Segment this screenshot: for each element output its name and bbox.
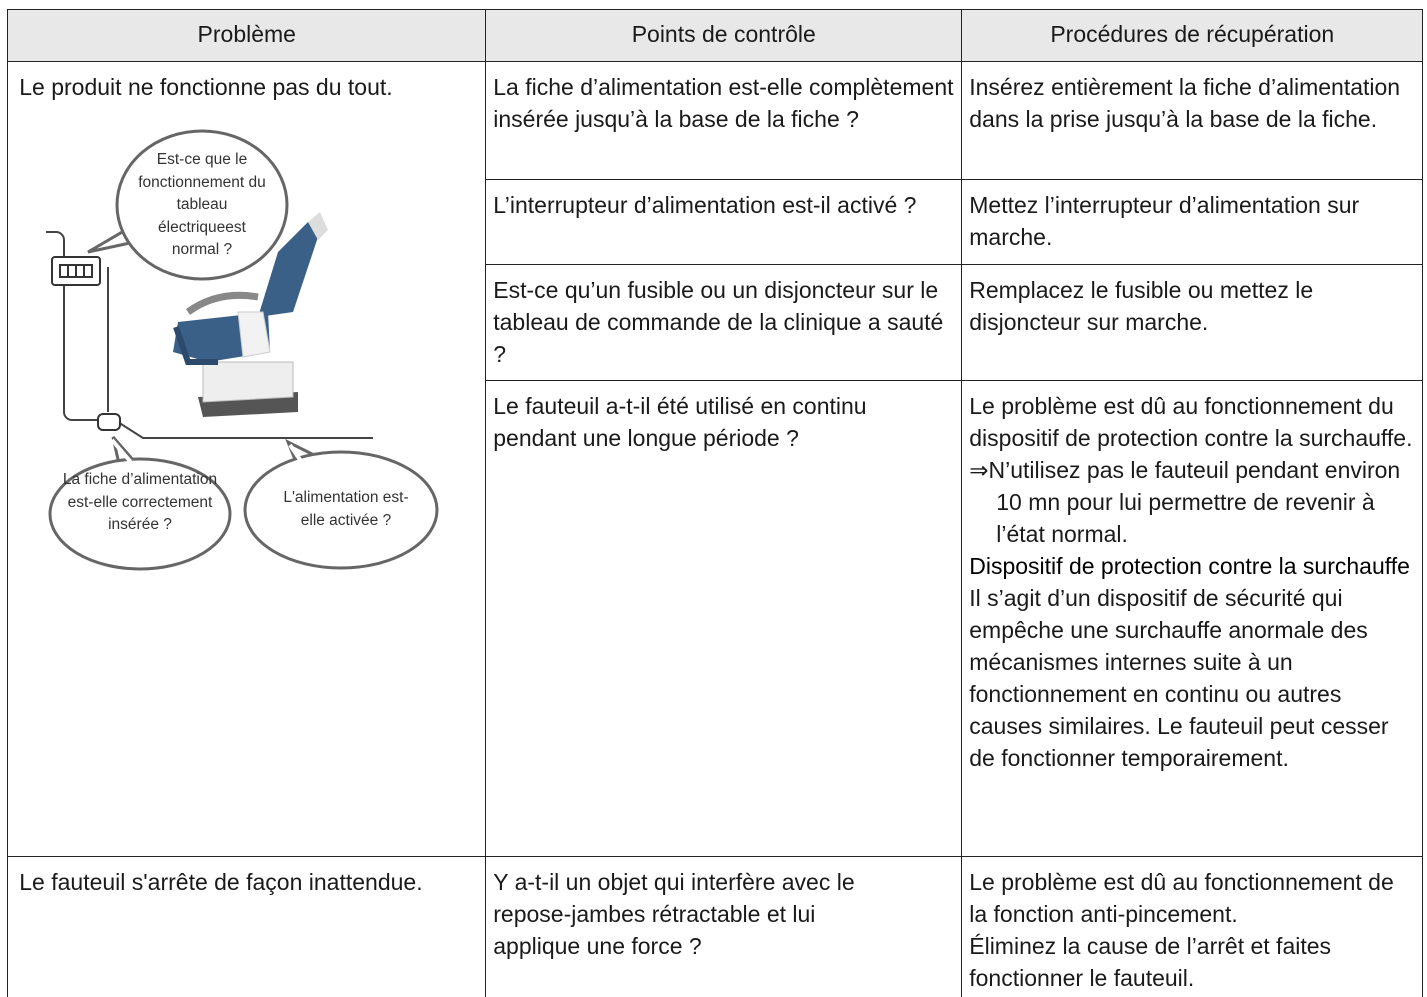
illustration xyxy=(46,129,439,571)
problem-cell: Le fauteuil s'arrête de façon inattendue… xyxy=(7,856,487,997)
check: La fiche d’alimentation est-elle complèt… xyxy=(493,74,954,133)
recovery: Insérez entièrement la fiche d’alimentat… xyxy=(969,74,1401,133)
check: Y a-t-il un objet qui interfère avec le … xyxy=(493,869,855,960)
header-cell: Points de contrôle xyxy=(485,9,963,63)
callout: Est-ce que le fonctionnement du tableau … xyxy=(138,151,266,258)
recovery-note: ⇒N’utilisez pas le fauteuil pendant envi… xyxy=(969,457,1401,548)
check-cell: L’interrupteur d’alimentation est-il act… xyxy=(485,179,963,266)
check-cell: Le fauteuil a-t-il été utilisé en contin… xyxy=(485,380,963,858)
callout: La fiche d’alimentation est-elle correct… xyxy=(62,471,218,533)
recovery: Éliminez la cause de l’arrêt et faites f… xyxy=(969,933,1332,992)
recovery: Il s’agit d’un dispositif de sécurité qu… xyxy=(969,585,1389,772)
check-cell: Y a-t-il un objet qui interfère avec le … xyxy=(485,856,963,997)
header-cell: Problème xyxy=(7,9,487,63)
problem: Le produit ne fonctionne pas du tout. xyxy=(19,74,393,101)
check: L’interrupteur d’alimentation est-il act… xyxy=(493,192,917,219)
check: Est-ce qu’un fusible ou un disjoncteur s… xyxy=(493,277,944,368)
recovery: Remplacez le fusible ou mettez le disjon… xyxy=(969,277,1314,336)
recovery: Le problème est dû au fonctionnement du … xyxy=(969,393,1413,452)
recovery-cell: Le problème est dû au fonctionnement du … xyxy=(961,380,1424,858)
problem: Le fauteuil s'arrête de façon inattendue… xyxy=(19,869,423,896)
recovery: Le problème est dû au fonctionnement de … xyxy=(969,869,1394,928)
recovery-cell: Mettez l’interrupteur d’alimentation sur… xyxy=(961,179,1424,266)
recovery-cell: Insérez entièrement la fiche d’alimentat… xyxy=(961,61,1424,181)
recovery-heading: Dispositif de protection contre la surch… xyxy=(969,553,1410,580)
header-cell: Procédures de récupération xyxy=(961,9,1424,63)
callout: L'alimentation est-elle activée ? xyxy=(283,489,409,529)
recovery-cell: Remplacez le fusible ou mettez le disjon… xyxy=(961,264,1424,382)
recovery: Mettez l’interrupteur d’alimentation sur… xyxy=(969,192,1360,251)
check: Le fauteuil a-t-il été utilisé en contin… xyxy=(493,393,867,452)
check-cell: La fiche d’alimentation est-elle complèt… xyxy=(485,61,963,181)
check-cell: Est-ce qu’un fusible ou un disjoncteur s… xyxy=(485,264,963,382)
recovery-cell: Le problème est dû au fonctionnement de … xyxy=(961,856,1424,997)
